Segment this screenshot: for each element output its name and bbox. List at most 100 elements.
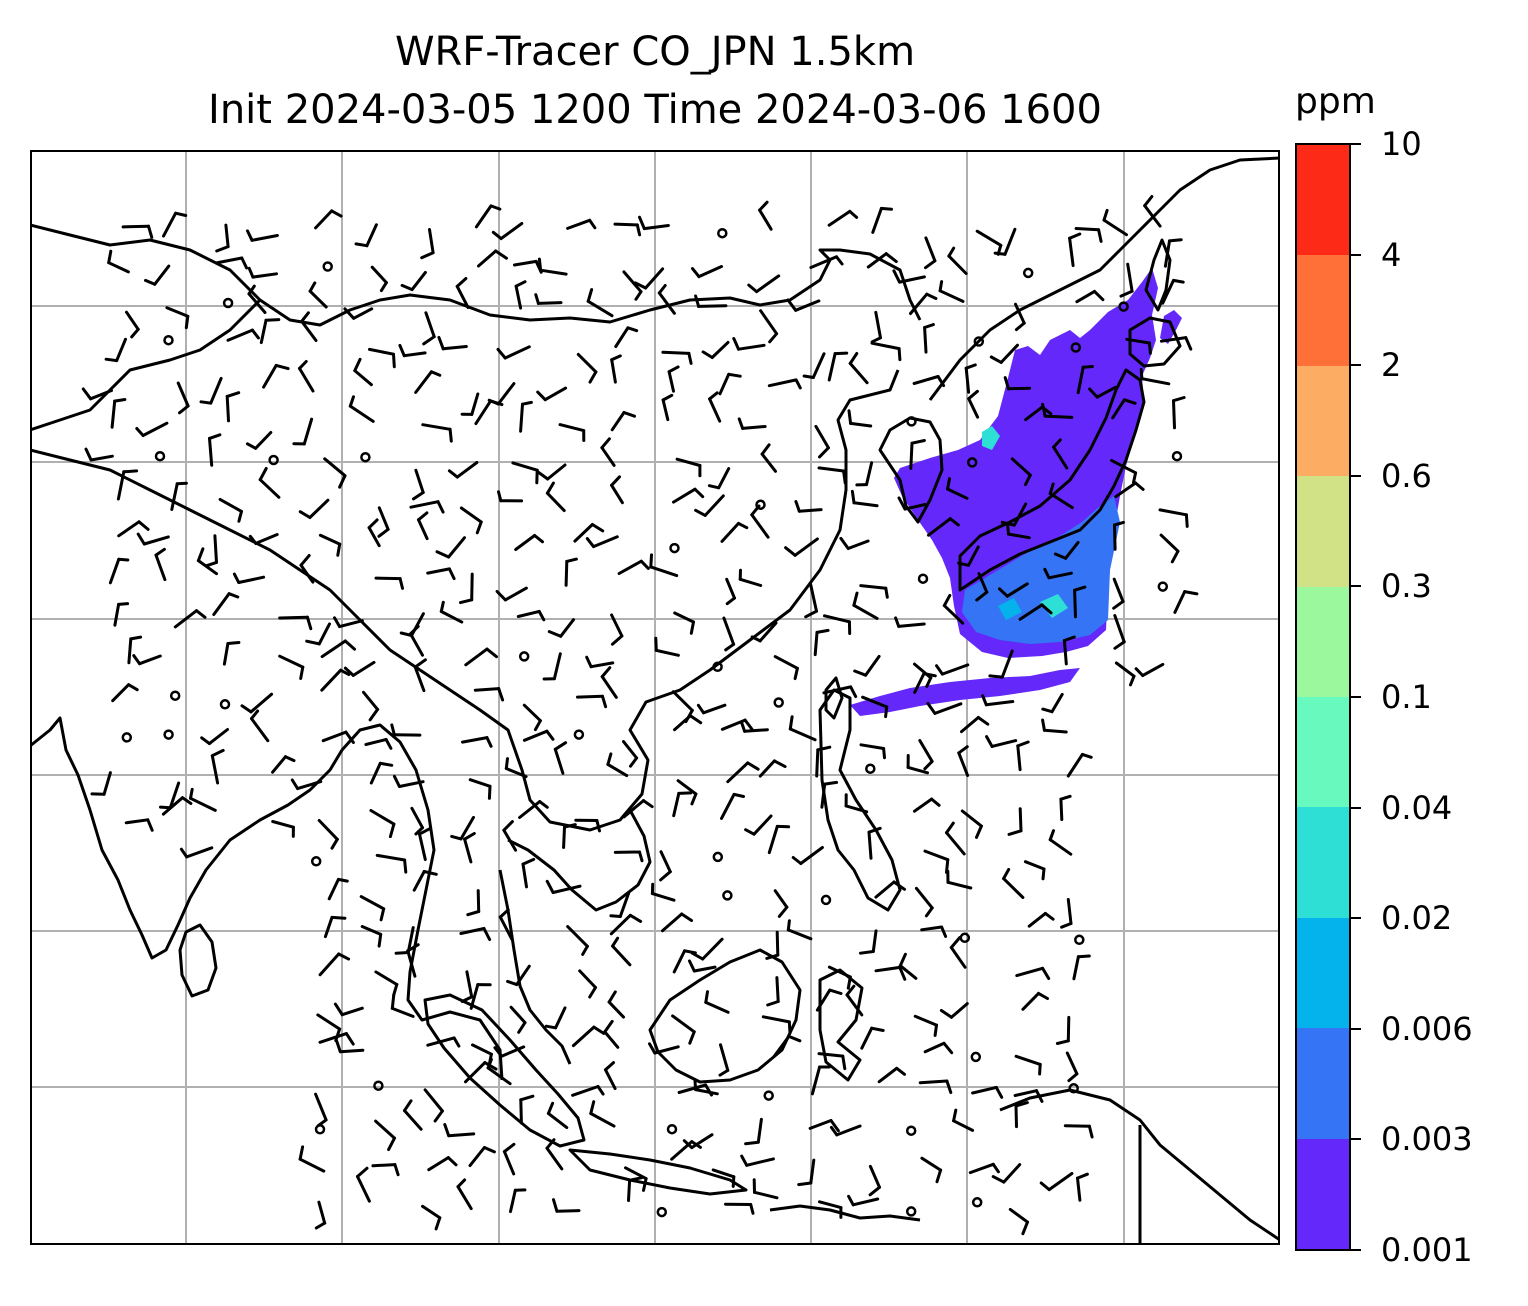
wind-barb	[522, 703, 542, 732]
wind-barb	[802, 352, 826, 379]
wind-barb	[603, 1019, 620, 1049]
wind-barb	[870, 310, 882, 344]
wind-barb	[135, 421, 169, 437]
colorbar-tick	[1351, 1249, 1361, 1251]
wind-barb	[694, 494, 725, 517]
wind-barb	[1134, 662, 1165, 677]
wind-barb	[509, 1188, 527, 1214]
wind-barb	[585, 535, 619, 549]
wind-barb	[765, 930, 780, 960]
wind-barb	[1013, 1089, 1044, 1103]
wind-barb	[427, 1156, 458, 1172]
wind-barb	[245, 431, 273, 450]
calm-wind-circle	[163, 729, 174, 740]
wind-barb	[450, 815, 475, 841]
wind-barb	[894, 616, 926, 628]
calm-wind-circle	[169, 690, 181, 701]
wind-barb	[179, 846, 214, 859]
calm-wind-circle	[1074, 934, 1085, 946]
wind-barb	[622, 740, 639, 768]
wind-barb	[744, 1117, 763, 1146]
wind-barb	[1039, 1172, 1074, 1192]
colorbar-band	[1297, 365, 1349, 477]
calm-wind-circle	[712, 851, 724, 863]
coastline-japan-hokkaido	[1128, 316, 1182, 368]
wind-barb	[659, 850, 672, 882]
wind-barb	[1014, 302, 1026, 332]
wind-barb	[573, 523, 605, 543]
wind-barb	[298, 1145, 326, 1173]
wind-barb	[1014, 1054, 1042, 1076]
wind-barb	[855, 461, 874, 487]
colorbar-tick	[1351, 1138, 1361, 1141]
wind-barb	[610, 613, 624, 646]
wind-barb	[491, 222, 524, 241]
wind-barb	[758, 759, 787, 778]
colorbar-band	[1297, 1028, 1349, 1139]
wind-barb	[210, 748, 225, 785]
wind-barb	[418, 826, 432, 861]
wind-barb	[271, 755, 296, 774]
wind-barb	[390, 723, 422, 737]
plume-high-patch	[1040, 594, 1068, 618]
wind-barb	[991, 1163, 1022, 1184]
map-panel	[30, 150, 1280, 1245]
wind-barb	[897, 496, 927, 511]
wind-barb	[1021, 991, 1049, 1011]
calm-wind-circle	[163, 334, 174, 346]
wind-barb	[758, 200, 773, 231]
wind-barb	[817, 466, 847, 485]
calm-wind-circle	[712, 661, 723, 673]
wind-barb	[845, 984, 864, 1017]
wind-barb	[502, 1142, 516, 1176]
wind-barb	[1055, 1015, 1071, 1045]
wind-barbs	[81, 195, 1199, 1236]
wind-barb	[1014, 1101, 1029, 1129]
calm-wind-circle	[1022, 267, 1034, 279]
colorbar-tick-label: 0.02	[1381, 899, 1453, 938]
wind-barb	[558, 423, 586, 442]
calm-wind-circle	[773, 697, 784, 708]
wind-barb	[222, 641, 241, 666]
calm-wind-circle	[268, 454, 279, 466]
wind-barb	[750, 621, 778, 643]
wind-barb	[317, 819, 339, 850]
wind-barb	[676, 779, 698, 806]
wind-barb	[423, 1088, 444, 1123]
wind-barb	[696, 703, 727, 715]
wind-barb	[371, 1163, 400, 1177]
wind-barb	[606, 752, 629, 778]
wind-barb	[1016, 740, 1030, 772]
wind-barb	[671, 1014, 696, 1045]
wind-barb	[661, 350, 693, 365]
calm-wind-circle	[1118, 301, 1129, 312]
calm-wind-circle	[322, 261, 333, 272]
wind-barb	[421, 423, 453, 443]
wind-barb	[318, 533, 342, 557]
wind-barb	[1063, 1124, 1094, 1139]
wind-barb	[852, 591, 879, 620]
wind-barb	[808, 1119, 840, 1133]
wind-barb	[823, 614, 852, 635]
wind-barb	[613, 850, 644, 863]
wind-barb	[1159, 533, 1180, 564]
wind-barb	[542, 652, 562, 681]
wind-barb	[912, 375, 946, 388]
wind-barb	[208, 433, 222, 467]
wind-barb	[496, 345, 531, 360]
wind-barb	[412, 468, 425, 501]
wind-barb	[474, 204, 502, 229]
wind-barb	[111, 683, 139, 703]
wind-barb	[176, 381, 190, 415]
colorbar-band	[1297, 917, 1349, 1029]
calm-wind-circle	[722, 890, 733, 901]
wind-barb	[586, 288, 614, 318]
wind-barb	[853, 654, 881, 677]
wind-barb	[866, 252, 898, 269]
wind-barb	[314, 1200, 327, 1230]
wind-barb	[848, 352, 869, 385]
wind-barb	[552, 1198, 581, 1213]
wind-barb	[544, 1006, 567, 1030]
wind-barb	[374, 970, 399, 997]
wind-barb	[957, 545, 980, 567]
